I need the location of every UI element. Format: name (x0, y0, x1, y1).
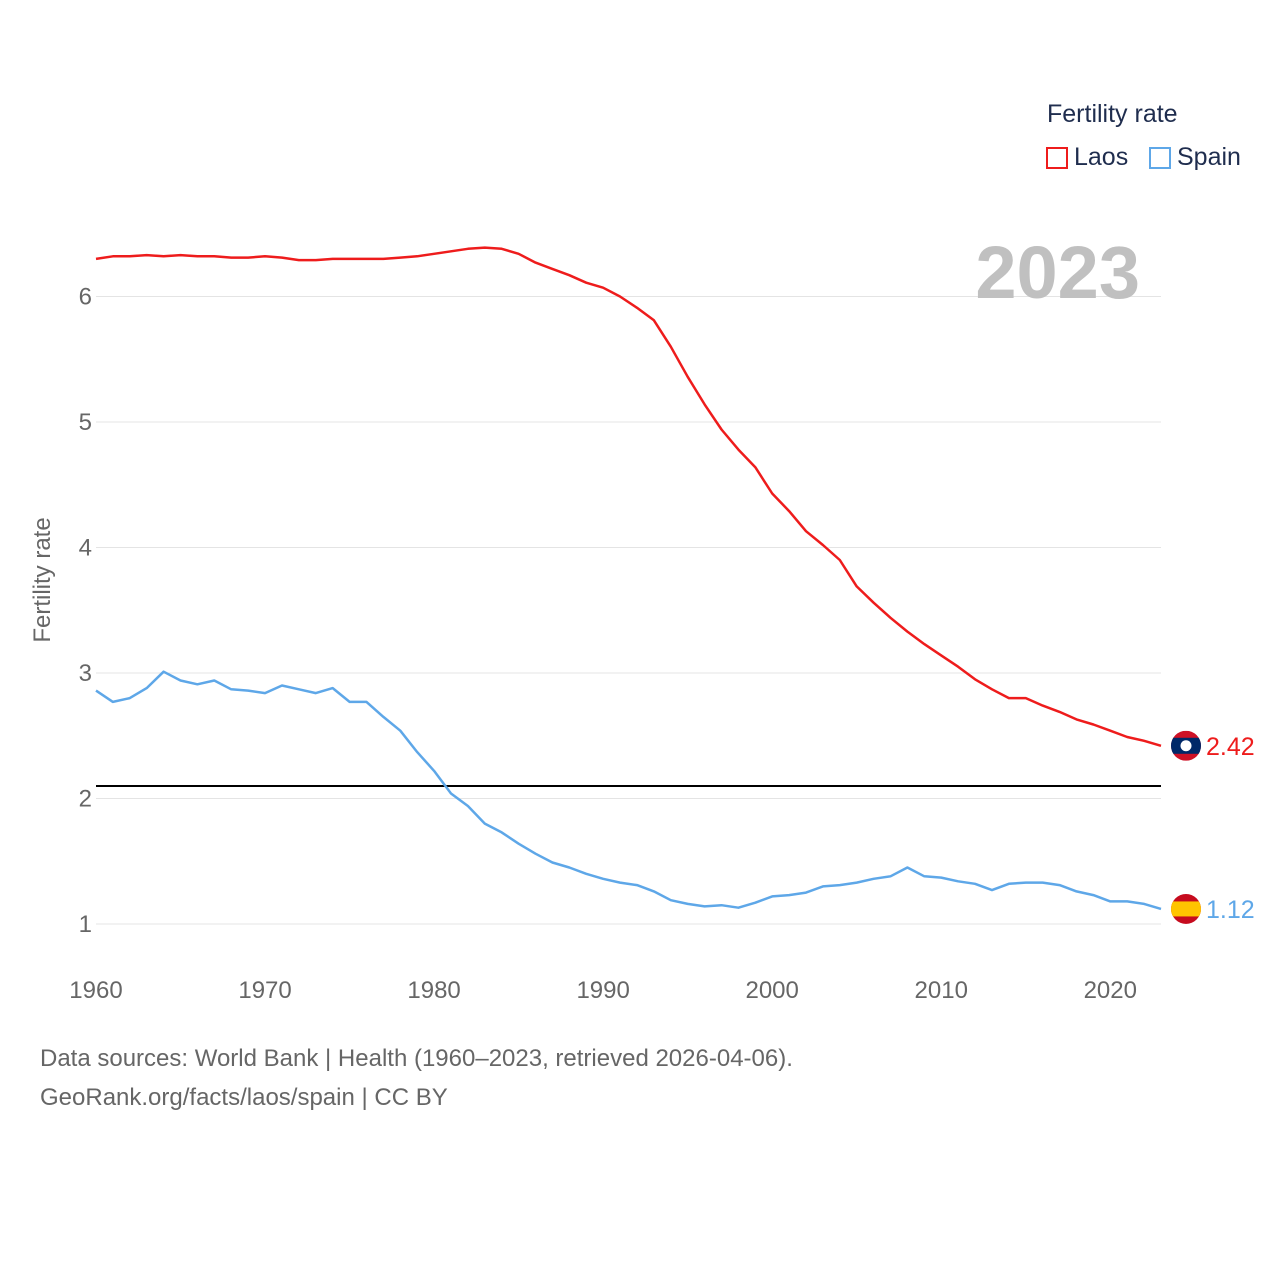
y-axis: 1 2 3 4 5 6 (79, 284, 92, 939)
series-line-spain[interactable] (95, 670, 1162, 911)
legend-label-laos: Laos (1074, 143, 1129, 171)
y-axis-label: Fertility rate (29, 517, 56, 642)
x-tick-label: 2020 (1084, 977, 1137, 1004)
x-tick-label: 1980 (407, 977, 460, 1004)
x-tick-label: 2000 (745, 977, 798, 1004)
gridlines (96, 296, 1161, 925)
y-tick-label: 6 (79, 284, 92, 311)
footer-link[interactable]: GeoRank.org/facts/laos/spain | CC BY (40, 1084, 448, 1111)
legend-label-spain: Spain (1177, 143, 1241, 171)
big-year-label: 2023 (975, 231, 1140, 314)
x-tick-label: 1990 (576, 977, 629, 1004)
legend-swatch-spain (1149, 146, 1171, 169)
y-tick-label: 1 (79, 911, 92, 938)
spain-flag-icon (1171, 893, 1201, 924)
legend-item-spain[interactable]: Spain (1149, 143, 1241, 172)
y-tick-label: 4 (79, 535, 92, 562)
y-tick-label: 2 (79, 786, 92, 813)
y-tick-label: 3 (79, 660, 92, 687)
legend-swatch-laos (1046, 146, 1068, 169)
legend-title: Fertility rate (1047, 100, 1178, 128)
end-value-label-spain: 1.12 (1206, 896, 1255, 924)
end-labels: 2.42 1.12 (1171, 730, 1255, 924)
x-axis: 1960 1970 1980 1990 2000 2010 2020 (69, 977, 1137, 1004)
footer-sources: Data sources: World Bank | Health (1960–… (40, 1045, 793, 1072)
x-tick-label: 2010 (915, 977, 968, 1004)
x-tick-label: 1960 (69, 977, 122, 1004)
series-lines (95, 246, 1162, 911)
legend-item-laos[interactable]: Laos (1046, 143, 1128, 172)
end-value-label-laos: 2.42 (1206, 733, 1255, 761)
series-line-laos[interactable] (95, 246, 1162, 747)
laos-flag-icon (1171, 730, 1201, 761)
x-tick-label: 1970 (238, 977, 291, 1004)
y-tick-label: 5 (79, 409, 92, 436)
